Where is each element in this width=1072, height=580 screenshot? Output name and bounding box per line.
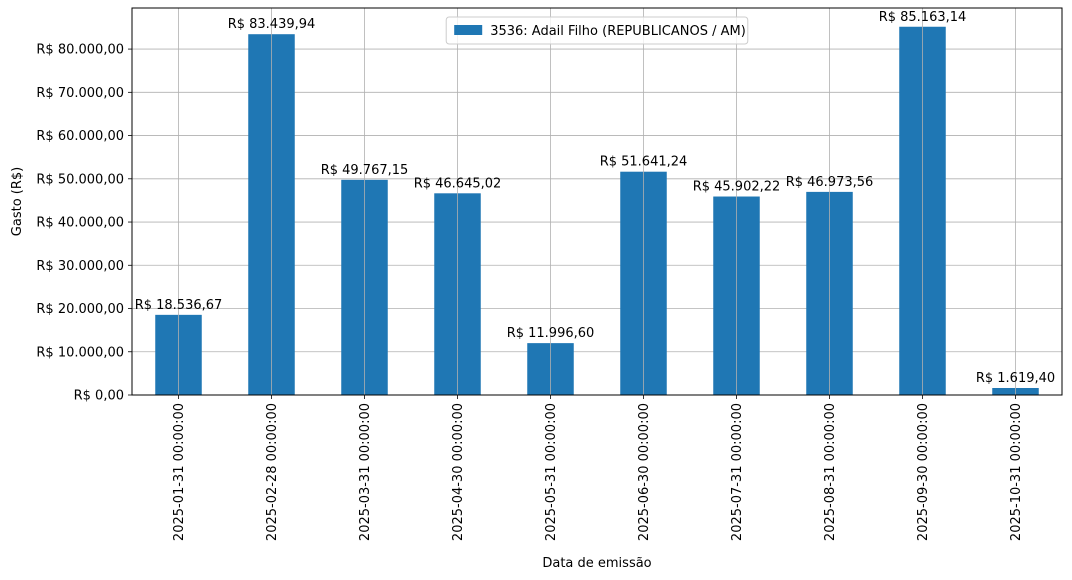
x-tick-label: 2025-04-30 00:00:00: [451, 403, 466, 541]
y-tick-label: R$ 50.000,00: [36, 172, 124, 187]
y-tick-label: R$ 70.000,00: [36, 86, 124, 101]
legend-box: [445, 16, 749, 45]
x-tick-label: 2025-06-30 00:00:00: [637, 403, 652, 541]
data-label: R$ 1.619,40: [976, 371, 1055, 386]
x-tick-label: 2025-05-31 00:00:00: [544, 403, 559, 541]
legend-swatch: [454, 25, 483, 35]
x-tick-label: 2025-01-31 00:00:00: [172, 403, 187, 541]
y-tick-label: R$ 0,00: [74, 389, 124, 404]
y-tick-label: R$ 40.000,00: [36, 216, 124, 231]
x-tick-label: 2025-02-28 00:00:00: [265, 403, 280, 541]
y-tick-label: R$ 20.000,00: [36, 302, 124, 317]
x-tick-label: 2025-07-31 00:00:00: [730, 403, 745, 541]
x-tick-label: 2025-09-30 00:00:00: [916, 403, 931, 541]
x-tick-label: 2025-10-31 00:00:00: [1009, 403, 1024, 541]
x-tick-label: 2025-08-31 00:00:00: [823, 403, 838, 541]
data-label: R$ 51.641,24: [600, 155, 688, 170]
legend-label: 3536: Adail Filho (REPUBLICANOS / AM): [490, 24, 746, 39]
data-label: R$ 49.767,15: [321, 163, 409, 178]
bars: [155, 26, 1039, 396]
data-label: R$ 46.973,56: [786, 175, 874, 190]
x-tick-label: 2025-03-31 00:00:00: [358, 403, 373, 541]
axes: [128, 7, 1063, 399]
y-tick-label: R$ 80.000,00: [36, 43, 124, 58]
y-tick-label: R$ 30.000,00: [36, 259, 124, 274]
data-label: R$ 85.163,14: [879, 10, 967, 25]
data-label: R$ 83.439,94: [228, 17, 316, 32]
y-tick-label: R$ 60.000,00: [36, 129, 124, 144]
data-labels: R$ 18.536,67 R$ 83.439,94 R$ 49.767,15 R$ 4…: [135, 10, 1055, 386]
plot-frame: [131, 7, 1063, 396]
y-tick-labels: R$ 0,00 R$ 10.000,00 R$ 20.000,00 R$ 30.000…: [36, 43, 124, 404]
y-axis-title: Gasto (R$): [10, 167, 25, 236]
data-label: R$ 46.645,02: [414, 176, 502, 191]
x-axis-title: Data de emissão: [542, 556, 651, 571]
data-label: R$ 18.536,67: [135, 298, 223, 313]
data-label: R$ 45.902,22: [693, 180, 781, 195]
x-tick-labels: 2025-01-31 00:00:00 2025-02-28 00:00:00 20…: [172, 403, 1024, 541]
legend: 3536: Adail Filho (REPUBLICANOS / AM): [445, 16, 749, 45]
data-label: R$ 11.996,60: [507, 326, 595, 341]
y-tick-label: R$ 10.000,00: [36, 345, 124, 360]
